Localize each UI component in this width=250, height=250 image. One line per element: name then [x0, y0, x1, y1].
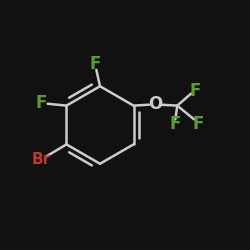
Text: F: F [89, 55, 101, 73]
Text: F: F [36, 94, 47, 112]
Text: F: F [169, 116, 180, 133]
Text: F: F [193, 116, 204, 133]
Text: O: O [148, 95, 162, 114]
Text: Br: Br [32, 152, 51, 167]
Text: F: F [189, 82, 200, 100]
